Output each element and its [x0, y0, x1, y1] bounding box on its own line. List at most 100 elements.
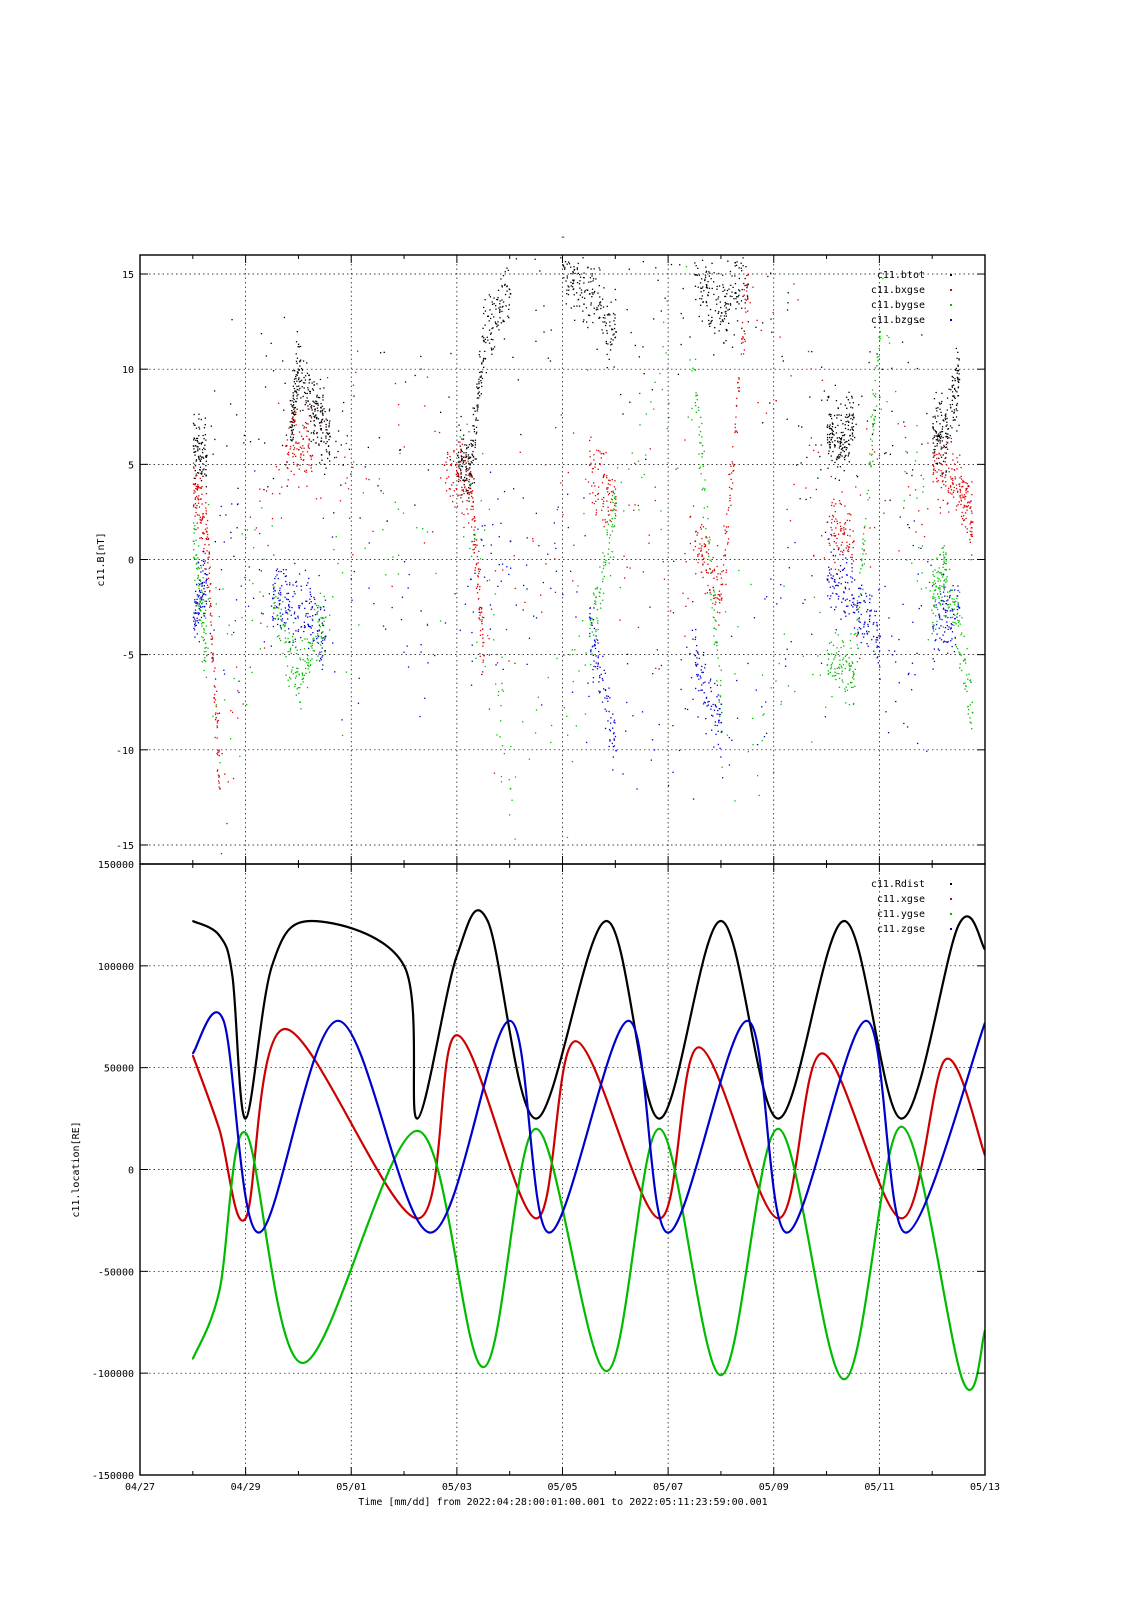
- data-point: [932, 597, 934, 600]
- data-point: [206, 454, 208, 457]
- data-point: [718, 721, 720, 724]
- data-point: [299, 649, 302, 651]
- data-point: [216, 770, 218, 772]
- data-point: [817, 451, 819, 453]
- data-point: [914, 674, 916, 676]
- data-point: [213, 701, 216, 703]
- data-point: [478, 397, 480, 399]
- data-point: [846, 541, 848, 543]
- data-point: [471, 453, 473, 455]
- data-point: [328, 432, 331, 434]
- data-point: [971, 728, 973, 730]
- data-point: [344, 456, 346, 458]
- data-point: [916, 451, 918, 453]
- data-point: [921, 523, 923, 526]
- data-point: [931, 585, 934, 587]
- data-point: [416, 527, 418, 529]
- data-point: [843, 446, 845, 448]
- data-point: [341, 734, 344, 737]
- data-point: [293, 448, 295, 451]
- data-point: [869, 594, 871, 596]
- data-point: [281, 585, 283, 587]
- data-point: [826, 579, 829, 581]
- data-point: [906, 559, 908, 561]
- data-point: [946, 436, 949, 438]
- data-point: [325, 442, 327, 445]
- data-point: [193, 627, 195, 629]
- data-point: [298, 377, 300, 379]
- data-point: [198, 428, 201, 430]
- data-point: [938, 452, 940, 454]
- data-point: [746, 285, 748, 287]
- data-point: [738, 277, 740, 280]
- data-point: [202, 564, 204, 566]
- data-point: [319, 644, 322, 646]
- data-point: [723, 315, 726, 317]
- data-point: [503, 338, 506, 340]
- series-scatter-c11.bxgse: [192, 274, 974, 855]
- data-point: [654, 486, 656, 488]
- data-point: [738, 390, 740, 392]
- data-point: [543, 331, 545, 333]
- data-point: [200, 418, 202, 421]
- data-point: [214, 736, 216, 739]
- data-point: [740, 353, 742, 355]
- data-point: [593, 607, 595, 609]
- data-point: [218, 934, 220, 937]
- data-point: [514, 838, 516, 840]
- data-point: [714, 603, 716, 605]
- data-point: [857, 605, 859, 607]
- data-point: [963, 659, 965, 662]
- data-point: [311, 606, 313, 608]
- data-point: [716, 576, 718, 578]
- data-point: [326, 419, 328, 421]
- data-point: [292, 673, 294, 675]
- data-point: [310, 406, 312, 408]
- data-point: [738, 377, 740, 379]
- data-point: [477, 584, 479, 586]
- data-point: [701, 554, 703, 556]
- data-point: [403, 965, 405, 967]
- data-point: [471, 540, 473, 543]
- data-point: [499, 300, 501, 302]
- data-point: [300, 708, 302, 710]
- data-point: [609, 484, 611, 486]
- data-point: [591, 624, 593, 626]
- data-point: [478, 572, 480, 575]
- data-point: [707, 518, 709, 520]
- data-point: [294, 611, 296, 613]
- data-point: [295, 411, 297, 413]
- data-point: [508, 660, 510, 662]
- data-point: [316, 659, 318, 661]
- data-point: [620, 393, 622, 396]
- data-point: [701, 320, 703, 322]
- data-point: [490, 338, 492, 340]
- data-point: [960, 467, 962, 469]
- data-point: [845, 702, 847, 704]
- data-point: [933, 660, 936, 663]
- data-point: [932, 574, 934, 576]
- data-point: [316, 416, 318, 419]
- data-point: [832, 592, 834, 594]
- data-point: [202, 475, 204, 477]
- data-point: [470, 555, 473, 557]
- data-point: [709, 325, 711, 327]
- data-point: [321, 421, 323, 424]
- data-point: [849, 639, 851, 642]
- data-point: [323, 420, 326, 422]
- data-point: [773, 771, 775, 773]
- data-point: [204, 444, 206, 446]
- data-point: [496, 323, 498, 325]
- data-point: [838, 582, 840, 584]
- data-point: [322, 637, 324, 639]
- data-point: [457, 473, 460, 475]
- data-point: [301, 369, 304, 371]
- data-point: [201, 583, 204, 585]
- data-point: [317, 402, 319, 405]
- data-point: [491, 313, 493, 315]
- data-point: [457, 480, 460, 483]
- data-point: [934, 415, 936, 417]
- data-point: [960, 478, 963, 480]
- data-point: [941, 574, 943, 576]
- data-point: [380, 352, 382, 354]
